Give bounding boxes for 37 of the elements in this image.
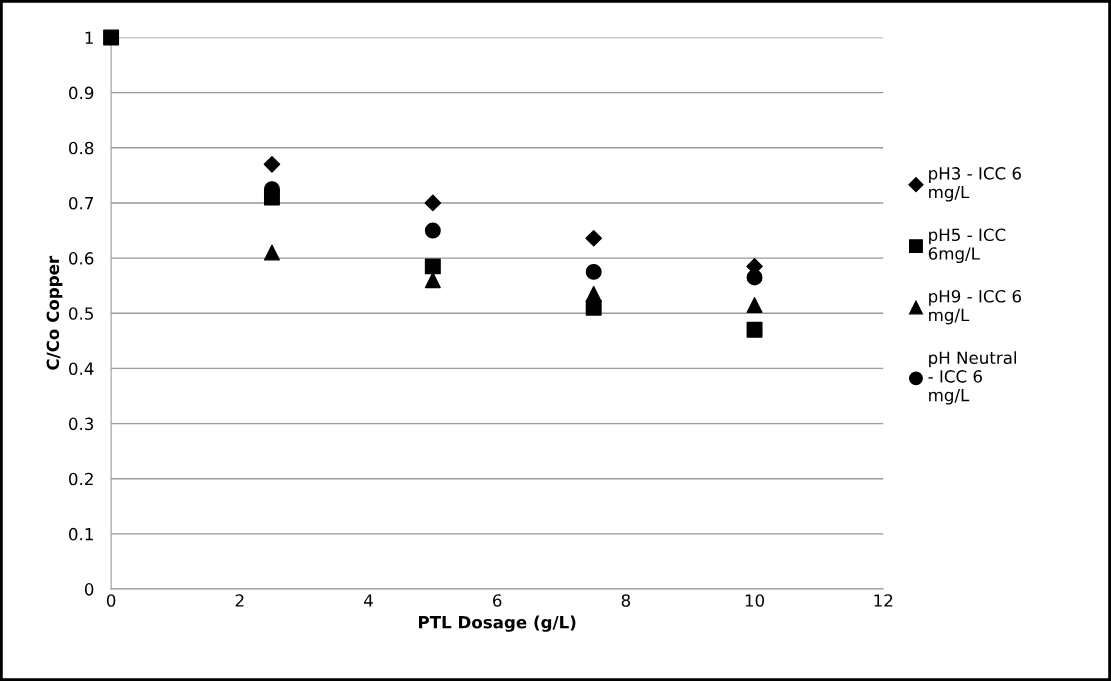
y-tick-label: 0.4 bbox=[69, 362, 94, 375]
y-tick-label: 0.9 bbox=[69, 86, 94, 100]
legend-label: pH5 - ICC 6mg/L bbox=[928, 228, 1006, 264]
x-tick-label: 0 bbox=[106, 594, 116, 607]
y-tick-label: 0.5 bbox=[69, 307, 93, 320]
y-tick-label: 1 bbox=[85, 31, 93, 44]
point bbox=[746, 321, 763, 338]
point bbox=[424, 258, 441, 275]
point bbox=[103, 29, 120, 46]
legend-label: pH Neutral - ICC 6 mg/L bbox=[928, 351, 1016, 405]
point bbox=[585, 263, 602, 280]
y-axis-title: C/Co Copper bbox=[46, 255, 63, 370]
point bbox=[424, 272, 441, 289]
y-tick-label: 0.1 bbox=[69, 527, 93, 541]
x-tick-label: 6 bbox=[493, 594, 502, 607]
y-tick-label: 0.8 bbox=[69, 141, 94, 155]
point bbox=[263, 156, 281, 173]
legend-label: pH3 - ICC 6 mg/L bbox=[929, 167, 1021, 202]
point bbox=[746, 269, 763, 286]
point bbox=[585, 285, 602, 302]
x-tick-label: 8 bbox=[621, 594, 631, 607]
x-tick-label: 10 bbox=[745, 594, 765, 607]
point bbox=[424, 194, 442, 212]
point bbox=[746, 297, 763, 313]
x-tick-label: 2 bbox=[235, 594, 244, 607]
x-tick-label: 4 bbox=[363, 594, 373, 607]
legend-label: pH9 - ICC 6 mg/L bbox=[929, 289, 1021, 325]
x-tick-label: 12 bbox=[874, 594, 893, 607]
y-tick-label: 0.6 bbox=[69, 252, 94, 265]
point bbox=[424, 222, 441, 239]
y-tick-label: 0 bbox=[84, 583, 94, 596]
y-tick-label: 0.2 bbox=[69, 472, 93, 486]
y-tick-label: 0.3 bbox=[69, 417, 94, 431]
point bbox=[585, 229, 602, 247]
point bbox=[263, 244, 280, 261]
x-axis-title: PTL Dosage (g/L) bbox=[419, 615, 576, 632]
y-tick-label: 0.7 bbox=[69, 196, 94, 210]
